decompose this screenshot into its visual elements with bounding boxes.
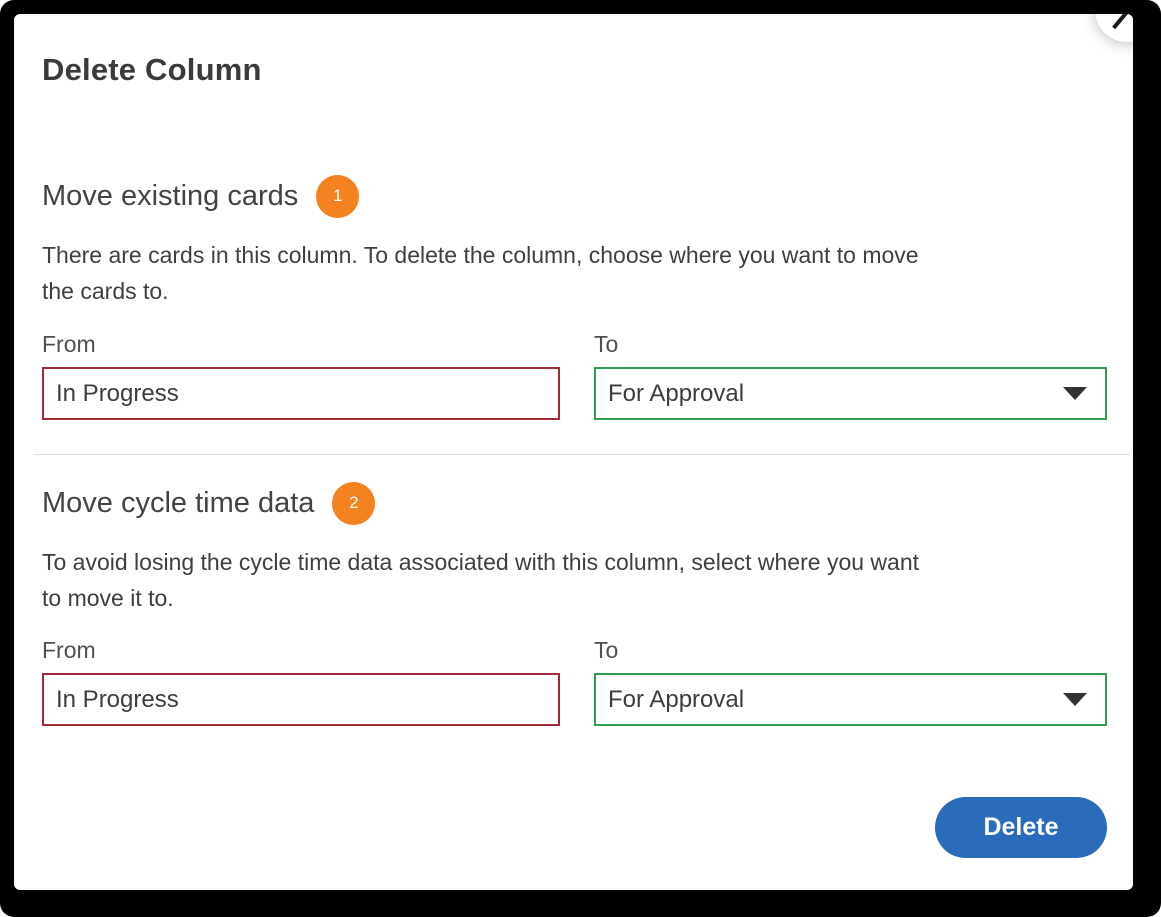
move-cycle-time-fields-row: From To For Approval [42, 637, 1121, 726]
selected-option-label: For Approval [608, 685, 745, 713]
section-move-existing-cards-heading-row: Move existing cards 1 [42, 174, 360, 218]
from-label: From [42, 331, 96, 357]
cycle-time-to-select[interactable]: For Approval [594, 673, 1107, 726]
move-cards-fields-row: From To For Approval [42, 331, 1121, 420]
move-cards-to-select[interactable]: For Approval [594, 367, 1107, 420]
cycle-time-from-field: From [42, 637, 560, 726]
delete-button[interactable]: Delete [935, 797, 1107, 858]
section-heading: Move cycle time data [42, 486, 315, 519]
move-cards-from-input[interactable] [42, 367, 560, 420]
to-label: To [594, 637, 619, 663]
section-description: To avoid losing the cycle time data asso… [42, 544, 1112, 616]
caret-down-icon [1063, 387, 1087, 400]
cycle-time-from-input[interactable] [42, 673, 560, 726]
step-badge-2: 2 [332, 481, 376, 525]
section-description: There are cards in this column. To delet… [42, 237, 1112, 309]
step-badge-1: 1 [316, 174, 360, 218]
section-heading: Move existing cards [42, 179, 299, 212]
delete-column-dialog: Delete Column Move existing cards 1 Ther… [14, 14, 1133, 890]
section-move-cycle-time-heading-row: Move cycle time data 2 [42, 481, 376, 525]
description-line: to move it to. [42, 585, 174, 611]
section-divider [34, 454, 1130, 455]
caret-down-icon [1063, 693, 1087, 706]
move-cards-to-field: To For Approval [594, 331, 1107, 420]
selected-option-label: For Approval [608, 379, 745, 407]
move-cards-from-field: From [42, 331, 560, 420]
description-line: the cards to. [42, 278, 169, 304]
from-label: From [42, 637, 96, 663]
to-label: To [594, 331, 619, 357]
cycle-time-to-field: To For Approval [594, 637, 1107, 726]
page-title: Delete Column [42, 52, 262, 87]
description-line: To avoid losing the cycle time data asso… [42, 549, 919, 575]
description-line: There are cards in this column. To delet… [42, 242, 919, 268]
